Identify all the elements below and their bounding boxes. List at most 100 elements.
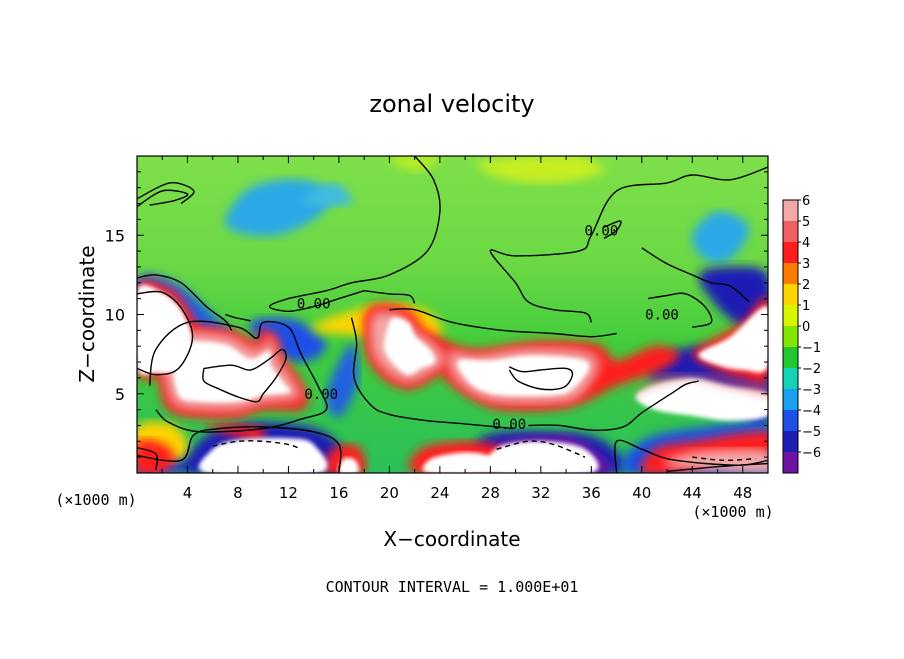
y-axis-ticks: 5 10 15 <box>105 171 768 458</box>
region-20 <box>663 449 768 473</box>
region-0 <box>224 179 333 237</box>
region-38 <box>137 284 192 376</box>
x-tick-label: 40 <box>632 484 651 502</box>
colorbar-label: 4 <box>802 236 810 251</box>
y-tick-label: 15 <box>105 226 125 245</box>
y-tick-label: 5 <box>115 385 125 404</box>
region-3 <box>388 156 441 172</box>
colorbar-swatch <box>783 431 798 453</box>
contour-line-14 <box>508 366 574 391</box>
colorbar-swatch <box>783 389 798 411</box>
contour-line-12 <box>350 317 514 430</box>
contour-line-13 <box>528 380 699 431</box>
y-axis-label: Z−coordinate <box>75 245 99 382</box>
x-unit-right: (×1000 m) <box>692 503 773 521</box>
contour-line-19 <box>666 462 768 473</box>
contour-labels: 0.00 0.00 0.00 0.00 0.00 <box>297 223 679 432</box>
contour-line-5 <box>603 220 622 240</box>
region-2 <box>477 156 605 184</box>
contour-label-0: 0.00 <box>297 296 331 312</box>
x-axis-ticks: 4 8 12 16 20 24 28 32 36 40 44 48 <box>161 156 752 502</box>
region-40 <box>483 441 599 473</box>
contour-line-6 <box>641 247 750 303</box>
region-33 <box>172 341 291 403</box>
contour-label-4: 0.00 <box>645 308 679 324</box>
contour-line-7 <box>647 292 713 328</box>
region-1 <box>300 182 353 207</box>
contour-line-10 <box>148 320 328 433</box>
colorbar-swatch <box>783 200 798 222</box>
colorbar-label: 3 <box>802 257 810 272</box>
colorbar-label: −2 <box>802 362 821 377</box>
contour-line-4 <box>489 166 768 323</box>
colorbar-swatch <box>783 347 798 369</box>
colorbar-frame <box>782 199 799 474</box>
colorbar-swatch <box>783 305 798 327</box>
colorbar-label: 1 <box>802 299 810 314</box>
colorbar-swatch <box>783 326 798 348</box>
contour-line-15 <box>389 308 617 338</box>
region-42 <box>698 306 768 373</box>
contour-line-11 <box>202 348 287 403</box>
x-axis-label: X−coordinate <box>383 527 520 551</box>
x-tick-label: 24 <box>430 484 449 502</box>
region-6 <box>250 317 327 363</box>
x-tick-label: 16 <box>329 484 348 502</box>
region-7 <box>326 342 359 418</box>
colorbar-swatch <box>783 263 798 285</box>
region-35 <box>384 317 436 375</box>
x-unit-left: (×1000 m) <box>55 491 136 509</box>
contour-line-0 <box>137 189 189 208</box>
contour-line-22 <box>496 440 586 458</box>
colorbar-swatch <box>783 284 798 306</box>
colorbar-label: −3 <box>802 383 821 398</box>
colorbar-label: −1 <box>802 341 821 356</box>
chart-title: zonal velocity <box>369 90 534 118</box>
colorbar-swatch <box>783 221 798 243</box>
contour-line-20 <box>225 313 251 322</box>
x-tick-label: 20 <box>380 484 399 502</box>
colorbar-swatch <box>783 368 798 390</box>
y-tick-label: 10 <box>105 306 125 325</box>
contour-line-23 <box>692 456 756 462</box>
x-tick-label: 32 <box>531 484 550 502</box>
x-tick-label: 28 <box>481 484 500 502</box>
region-41 <box>422 452 495 473</box>
region-13 <box>137 439 175 473</box>
contour-line-8 <box>137 274 233 331</box>
colorbar-swatch <box>783 242 798 264</box>
x-tick-label: 44 <box>683 484 702 502</box>
color-regions <box>137 156 768 473</box>
contour-line-9 <box>137 290 194 376</box>
colorbar-label: 6 <box>802 194 810 209</box>
contour-line-3 <box>364 290 416 304</box>
region-44 <box>628 374 768 403</box>
contour-line-1 <box>137 182 195 205</box>
colorbar: 6 5 4 3 2 1 0 −1 −2 −3 −4 −5 −6 <box>782 194 821 474</box>
colorbar-swatch <box>783 410 798 432</box>
contour-line-21 <box>212 440 302 450</box>
x-tick-label: 48 <box>733 484 752 502</box>
contour-label-3: 0.00 <box>585 223 619 239</box>
x-tick-label: 36 <box>582 484 601 502</box>
colorbar-label: 5 <box>802 215 810 230</box>
region-45 <box>338 457 359 473</box>
contour-label-1: 0.00 <box>304 387 338 403</box>
colorbar-label: −6 <box>802 446 821 461</box>
colorbar-label: −4 <box>802 404 821 419</box>
plot-area: 0.00 0.00 0.00 0.00 0.00 <box>137 156 768 473</box>
region-37 <box>457 355 590 397</box>
x-tick-label: 8 <box>233 484 243 502</box>
contour-lines <box>137 156 768 473</box>
colorbar-label: 0 <box>802 320 810 335</box>
contour-line-17 <box>137 446 159 470</box>
contour-label-2: 0.00 <box>492 417 526 433</box>
region-43 <box>635 377 768 421</box>
colorbar-label: 2 <box>802 278 810 293</box>
contour-line-16 <box>137 426 342 473</box>
contour-line-2 <box>268 156 441 313</box>
x-tick-label: 4 <box>183 484 193 502</box>
region-4 <box>691 211 750 263</box>
contour-interval-footer: CONTOUR INTERVAL = 1.000E+01 <box>326 578 579 596</box>
